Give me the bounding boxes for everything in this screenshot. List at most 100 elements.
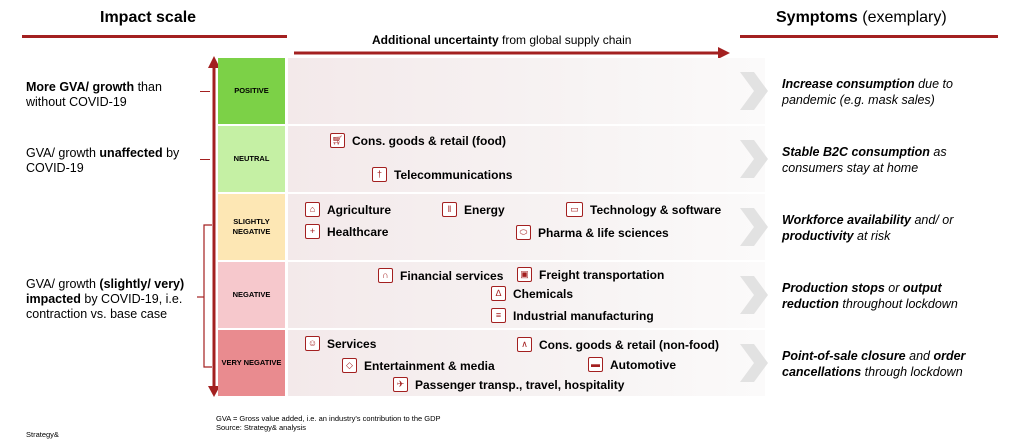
industry-cons-goods-food: 🛒︎ Cons. goods & retail (food) [330,133,506,148]
symptom-4-rest: throughout lockdown [838,297,958,311]
industry-technology: ▭ Technology & software [566,202,721,217]
footnote-source: Source: Strategy& analysis [216,423,307,432]
symptom-2-rest: as consumers stay at home [782,145,947,175]
industry-label: Cons. goods & retail (food) [352,133,506,148]
group-impacted-pre: GVA/ growth [26,277,100,291]
antenna-icon: † [372,167,387,182]
flask-icon: ∆ [491,286,506,301]
hanger-icon: ∧ [517,337,532,352]
band-neutral [288,126,765,192]
symptom-5-rest: through lockdown [861,365,963,379]
cart-icon: 🛒︎ [330,133,345,148]
industry-chemicals: ∆ Chemicals [491,286,573,301]
symptom-3-mid: and/ or [911,213,954,227]
industry-label: Cons. goods & retail (non-food) [539,337,719,352]
industry-label: Pharma & life sciences [538,225,669,240]
industry-label: Financial services [400,268,504,283]
industry-label: Healthcare [327,224,389,239]
group-unaffected-bold: unaffected [99,146,163,160]
symptom-5-bold2: order cancellations [782,349,966,379]
uncertainty-arrow [294,47,730,59]
industry-freight: ▣ Freight transportation [517,267,664,282]
symptom-5-mid: and [905,349,934,363]
symptom-4: Production stops or output reduction thr… [782,280,1002,312]
group-unaffected-pre: GVA/ growth [26,146,100,160]
group-impacted-bold: (slightly/ very) impacted [26,277,185,306]
chevron-3-icon [740,208,768,246]
bank-icon: ∩ [378,268,393,283]
symptoms-rule [740,35,998,38]
chevron-1-icon [740,72,768,110]
industry-agriculture: ⌂ Agriculture [305,202,391,217]
axis-label-bold: Additional uncertainty [372,33,499,47]
industry-label: Telecommunications [394,167,513,182]
people-icon: ☺ [305,336,320,351]
level-positive: POSITIVE [218,58,285,124]
conveyor-icon: ≡ [491,308,506,323]
symptom-4-mid: or [884,281,903,295]
brand-label: Strategy& [26,430,59,439]
ticket-icon: ◇ [342,358,357,373]
industry-label: Services [327,336,377,351]
industry-passenger-transport: ✈︎ Passenger transp., travel, hospitality [393,377,624,392]
group-impacted-bracket [197,224,212,368]
group-unaffected: GVA/ growth unaffected by COVID-19 [26,146,204,176]
car-icon: ▬ [588,357,603,372]
chevron-2-icon [740,140,768,178]
industry-entertainment: ◇ Entertainment & media [342,358,495,373]
truck-icon: ▣ [517,267,532,282]
level-neutral: NEUTRAL [218,126,285,192]
chevron-5-icon [740,344,768,382]
industry-label: Automotive [610,357,676,372]
symptom-5-bold: Point-of-sale closure [782,349,906,363]
pills-icon: ⬭ [516,225,531,240]
group-more-growth: More GVA/ growth than without COVID-19 [26,80,204,110]
group-more-growth-tick [200,91,210,92]
impact-scale-rule [22,35,287,38]
industry-telecommunications: † Telecommunications [372,167,512,182]
symptom-1: Increase consumption due to pandemic (e.… [782,76,1002,108]
symptoms-title-block: Symptoms (exemplary) [776,9,947,27]
group-more-growth-rest: than without COVID-19 [26,80,162,109]
axis-label: Additional uncertainty from global suppl… [372,33,631,47]
symptom-1-bold: Increase consumption [782,77,915,91]
laptop-icon: ▭ [566,202,583,217]
impact-scale-title: Impact scale [100,9,197,26]
symptom-2: Stable B2C consumption as consumers stay… [782,144,1002,176]
plane-icon: ✈︎ [393,377,408,392]
symptoms-subtitle: (exemplary) [862,9,947,26]
industry-label: Technology & software [590,202,722,217]
industry-energy: ‖ Energy [442,202,505,217]
industry-pharma: ⬭ Pharma & life sciences [516,225,669,240]
symptom-2-bold: Stable B2C consumption [782,145,930,159]
group-unaffected-tick [200,159,210,160]
industry-automotive: ▬ Automotive [588,357,676,372]
symptom-3: Workforce availability and/ or productiv… [782,212,1002,244]
band-positive [288,58,765,124]
symptom-3-rest: at risk [853,229,891,243]
industry-healthcare: + Healthcare [305,224,388,239]
impact-arrow [208,56,220,397]
industry-label: Freight transportation [539,267,665,282]
industry-manufacturing: ≡ Industrial manufacturing [491,308,654,323]
chevron-4-icon [740,276,768,314]
industry-label: Chemicals [513,286,574,301]
level-negative: NEGATIVE [218,262,285,328]
symptom-3-bold2: productivity [782,229,854,243]
industry-services: ☺ Services [305,336,376,351]
group-unaffected-rest: by COVID-19 [26,146,180,175]
industry-label: Energy [464,202,505,217]
level-very-negative: VERY NEGATIVE [218,330,285,396]
symptom-1-rest: due to pandemic (e.g. mask sales) [782,77,953,107]
group-more-growth-bold: More GVA/ growth [26,80,135,94]
symptom-4-bold2: output reduction [782,281,942,311]
symptom-3-bold: Workforce availability [782,213,911,227]
group-impacted: GVA/ growth (slightly/ very) impacted by… [26,277,204,322]
factory-icon: ‖ [442,202,457,217]
industry-label: Agriculture [327,202,392,217]
industry-label: Industrial manufacturing [513,308,654,323]
barn-icon: ⌂ [305,202,320,217]
symptom-5: Point-of-sale closure and order cancella… [782,348,1002,380]
industry-label: Passenger transp., travel, hospitality [415,377,625,392]
medical-hand-icon: + [305,224,320,239]
